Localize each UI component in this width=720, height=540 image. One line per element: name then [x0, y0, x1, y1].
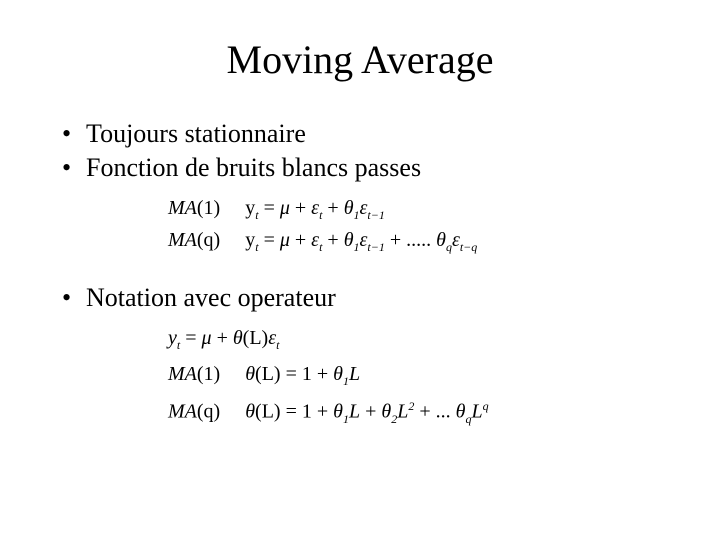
equation-maq: MA(q) yt = μ + εt + θ1εt−1 + ..... θqεt−…: [168, 229, 672, 255]
equation-op-yt: yt = μ + θ(L)εt: [168, 327, 672, 353]
equation-ma1: MA(1) yt = μ + εt + θ1εt−1: [168, 197, 672, 223]
bullet-list-2: Notation avec operateur: [48, 283, 672, 313]
bullet-item-2: Fonction de bruits blancs passes: [62, 153, 672, 183]
bullet-item-3: Notation avec operateur: [62, 283, 672, 313]
equation-block-2: yt = μ + θ(L)εt MA(1) θ(L) = 1 + θ1L MA(…: [168, 327, 672, 427]
slide-title: Moving Average: [48, 36, 672, 83]
equation-block-1: MA(1) yt = μ + εt + θ1εt−1 MA(q) yt = μ …: [168, 197, 672, 255]
bullet-list: Toujours stationnaire Fonction de bruits…: [48, 119, 672, 183]
bullet-item-1: Toujours stationnaire: [62, 119, 672, 149]
equation-op-ma1: MA(1) θ(L) = 1 + θ1L: [168, 363, 672, 389]
slide: Moving Average Toujours stationnaire Fon…: [0, 0, 720, 540]
equation-op-maq: MA(q) θ(L) = 1 + θ1L + θ2L2 + ... θqLq: [168, 399, 672, 427]
